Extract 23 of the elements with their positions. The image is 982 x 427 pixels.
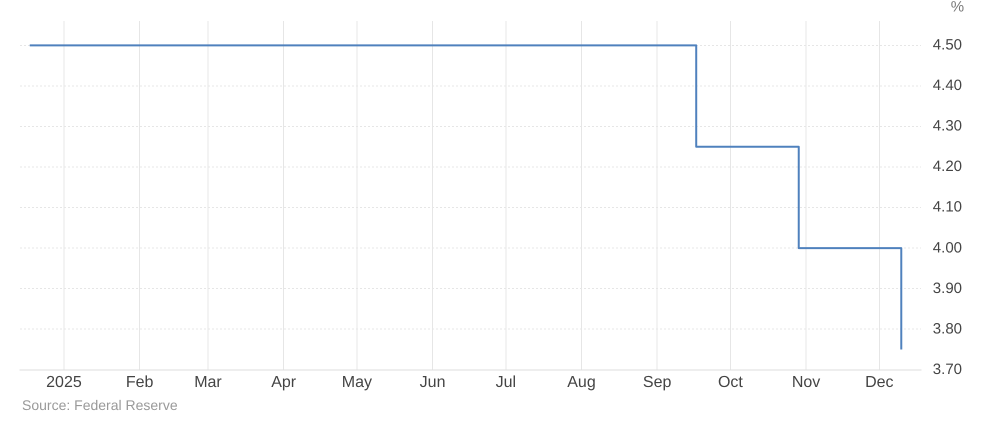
x-tick-label: Aug	[567, 374, 596, 391]
y-tick-label: 4.00	[932, 239, 962, 256]
y-tick-label: 3.70	[932, 360, 962, 378]
y-tick-label: 4.50	[932, 36, 962, 54]
x-tick-label: May	[342, 374, 372, 391]
y-tick-label: 4.20	[932, 158, 962, 176]
x-tick-label: Apr	[271, 374, 297, 391]
y-axis-title: %	[950, 0, 964, 16]
x-tick-label: Sep	[642, 374, 672, 391]
x-tick-label: Jun	[420, 374, 446, 391]
x-tick-label: Dec	[865, 374, 894, 391]
y-tick-label: 4.10	[932, 198, 962, 216]
y-tick-label: 3.90	[932, 280, 962, 297]
source-note: Source: Federal Reserve	[22, 397, 179, 413]
y-tick-label: 3.80	[932, 320, 962, 338]
x-tick-label: Feb	[126, 374, 154, 391]
x-tick-label: 2025	[46, 374, 82, 391]
x-tick-label: Jul	[496, 374, 516, 391]
y-tick-label: 4.30	[932, 118, 962, 135]
x-tick-label: Mar	[194, 374, 222, 391]
x-tick-label: Oct	[718, 374, 744, 391]
x-tick-label: Nov	[792, 374, 820, 391]
y-tick-label: 4.40	[932, 77, 962, 94]
